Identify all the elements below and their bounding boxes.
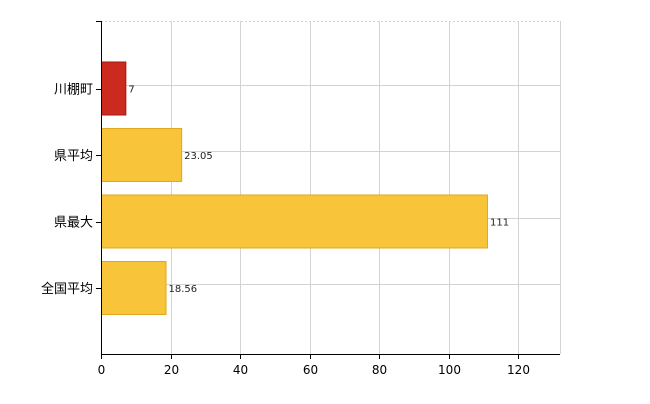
bar-value-label: 23.05 xyxy=(184,151,213,162)
bar xyxy=(101,261,167,315)
bar-value-label: 7 xyxy=(128,85,134,96)
category-label: 県平均 xyxy=(54,149,93,164)
category-label: 県最大 xyxy=(54,216,93,231)
bar xyxy=(101,61,127,116)
bar xyxy=(101,128,183,182)
bar-value-label: 111 xyxy=(490,218,509,229)
x-tick-label: 40 xyxy=(233,363,248,377)
x-tick-label: 80 xyxy=(372,363,387,377)
category-label: 川棚町 xyxy=(54,83,93,98)
x-tick-label: 20 xyxy=(164,363,179,377)
category-label: 全国平均 xyxy=(41,281,93,297)
axis-layer xyxy=(96,21,560,359)
label-layer: 7 川棚町 23.05 県平均 111 県最大 18.56 全国平均 0 20 40 60 80 100 1… xyxy=(41,83,530,378)
bar xyxy=(101,194,488,249)
x-tick-label: 0 xyxy=(98,363,106,377)
bar-layer xyxy=(101,61,488,315)
x-tick-label: 100 xyxy=(438,363,461,377)
bar-value-label: 18.56 xyxy=(169,284,198,295)
grid-layer xyxy=(101,21,561,354)
x-tick-label: 60 xyxy=(303,363,318,377)
x-tick-label: 120 xyxy=(507,363,530,377)
